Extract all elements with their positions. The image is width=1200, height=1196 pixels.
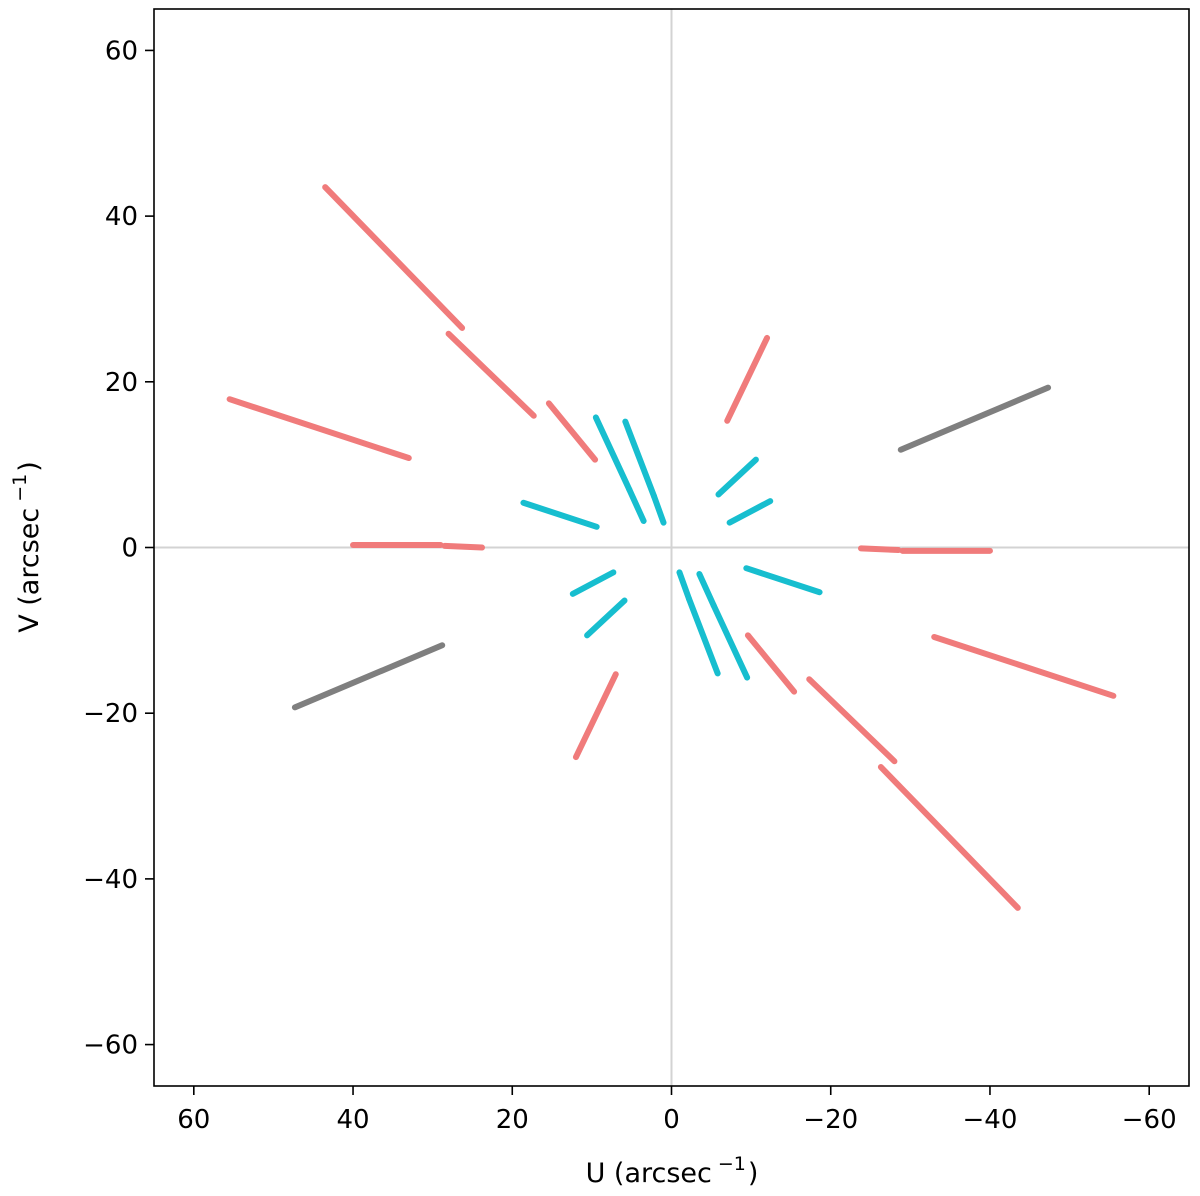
y-axis-ticks: 60 40 20 0 −20 −40 −60 <box>83 36 154 1061</box>
uv-track <box>545 400 599 463</box>
uv-track <box>626 486 647 524</box>
uv-track <box>322 184 466 331</box>
uv-track <box>520 499 600 530</box>
x-tick-label: −20 <box>803 1105 858 1135</box>
x-tick-label: 0 <box>663 1105 680 1135</box>
uv-track <box>291 642 446 711</box>
uv-track <box>686 595 721 677</box>
uv-track <box>569 569 617 597</box>
series-1 <box>520 414 823 681</box>
uv-track <box>572 671 619 761</box>
data-layer <box>226 184 1117 911</box>
uv-track <box>931 633 1117 699</box>
uv-track <box>857 545 902 553</box>
uv-track <box>724 334 771 424</box>
uv-track <box>726 498 774 526</box>
uv-track <box>441 542 486 551</box>
y-tick-label: 60 <box>105 36 138 66</box>
uv-track <box>622 418 657 500</box>
y-tick-label: 0 <box>121 534 138 564</box>
uv-track <box>806 676 898 765</box>
x-axis-label: U (arcsec −1) <box>586 1153 759 1189</box>
series-2 <box>291 384 1052 711</box>
uv-track <box>877 764 1021 911</box>
x-tick-label: 60 <box>177 1105 210 1135</box>
y-tick-label: −40 <box>83 865 138 895</box>
y-tick-label: 40 <box>105 202 138 232</box>
x-tick-label: −60 <box>1122 1105 1177 1135</box>
y-tick-label: −60 <box>83 1031 138 1061</box>
y-axis-label: V (arcsec−1) <box>9 461 45 633</box>
uv-track <box>696 571 717 609</box>
uv-track <box>715 456 759 498</box>
y-tick-label: 20 <box>105 368 138 398</box>
uv-track <box>710 602 751 681</box>
x-tick-label: −40 <box>963 1105 1018 1135</box>
x-tick-label: 40 <box>336 1105 369 1135</box>
reference-lines <box>154 9 1189 1086</box>
y-tick-label: −20 <box>83 699 138 729</box>
uv-track <box>445 330 537 419</box>
uv-track <box>743 565 823 596</box>
series-0 <box>226 184 1117 911</box>
uv-track <box>650 493 667 526</box>
uv-track <box>226 396 412 462</box>
uv-track <box>584 597 628 639</box>
x-axis-ticks: 60 40 20 0 −20 −40 −60 <box>177 1086 1177 1135</box>
uv-track <box>676 569 693 602</box>
x-tick-label: 20 <box>496 1105 529 1135</box>
uv-track <box>897 384 1052 453</box>
uv-track <box>744 632 798 695</box>
uv-track <box>592 414 633 493</box>
